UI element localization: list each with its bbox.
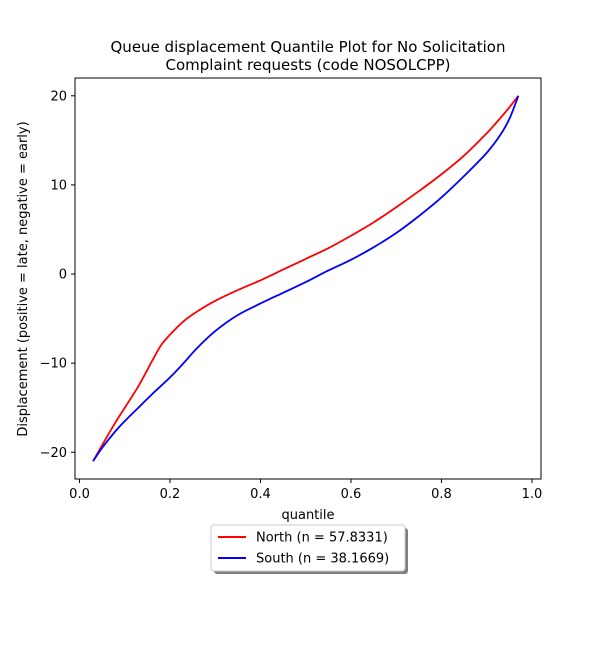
x-tick-label: 0.0 [69, 487, 90, 502]
x-tick-label: 0.8 [431, 487, 452, 502]
y-tick-label: 20 [50, 89, 67, 104]
x-axis-label: quantile [281, 508, 334, 523]
x-tick-label: 1.0 [522, 487, 543, 502]
legend-box [210, 524, 406, 572]
chart-title-line-2: Complaint requests (code NOSOLCPP) [166, 56, 451, 74]
plot-area [74, 77, 542, 480]
y-tick-label: 0 [59, 268, 67, 283]
legend-label-north: North (n = 57.8331) [256, 531, 388, 546]
x-tick-label: 0.6 [341, 487, 362, 502]
axis-ticks: 0.0 0.2 0.4 0.6 0.8 1.0 −20 −10 0 10 20 [40, 89, 543, 502]
series-line-south [92, 95, 520, 462]
series-lines [92, 95, 520, 462]
series-line-north [92, 95, 520, 462]
x-tick-label: 0.4 [250, 487, 271, 502]
x-tick-label: 0.2 [160, 487, 181, 502]
legend: North (n = 57.8331) South (n = 38.1669) [210, 524, 408, 574]
y-tick-label: −20 [40, 446, 67, 461]
y-tick-label: 10 [50, 178, 67, 193]
y-tick-label: −10 [40, 357, 67, 372]
legend-label-south: South (n = 38.1669) [256, 552, 389, 567]
y-axis-label: Displacement (positive = late, negative … [16, 121, 31, 436]
chart-title-line-1: Queue displacement Quantile Plot for No … [111, 38, 506, 56]
